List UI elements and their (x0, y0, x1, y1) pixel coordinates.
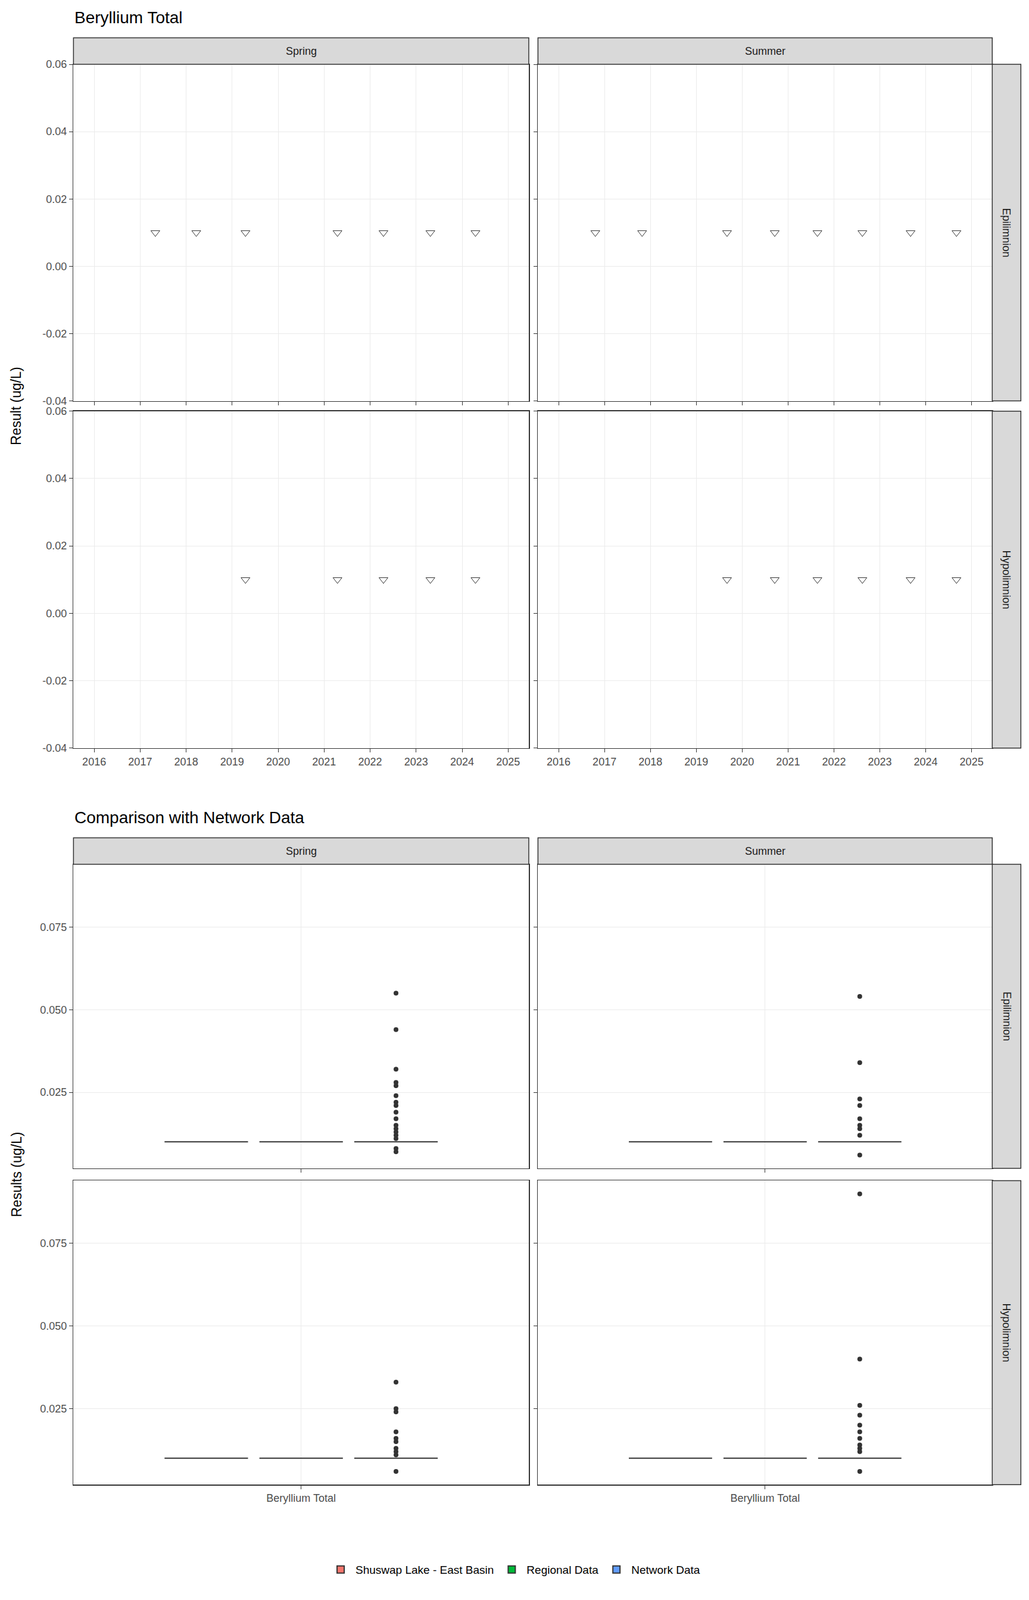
svg-text:Results (ug/L): Results (ug/L) (8, 1132, 25, 1218)
svg-text:0.050: 0.050 (39, 1320, 67, 1333)
svg-text:2021: 2021 (312, 756, 336, 769)
svg-text:0.050: 0.050 (39, 1004, 67, 1017)
svg-text:0.06: 0.06 (45, 58, 67, 71)
svg-text:2019: 2019 (220, 756, 245, 769)
svg-text:2018: 2018 (174, 756, 199, 769)
svg-text:Regional Data: Regional Data (526, 1564, 599, 1577)
svg-text:0.02: 0.02 (45, 193, 67, 206)
svg-text:Beryllium Total: Beryllium Total (730, 1492, 800, 1505)
svg-text:Spring: Spring (285, 845, 317, 858)
svg-text:2025: 2025 (959, 756, 984, 769)
svg-text:Beryllium Total: Beryllium Total (266, 1492, 336, 1505)
svg-text:-0.02: -0.02 (42, 328, 67, 341)
svg-text:Beryllium Total: Beryllium Total (74, 8, 183, 27)
svg-text:2017: 2017 (592, 756, 617, 769)
svg-text:2018: 2018 (638, 756, 663, 769)
svg-text:2021: 2021 (775, 756, 800, 769)
svg-text:2020: 2020 (730, 756, 754, 769)
svg-text:Result (ug/L): Result (ug/L) (8, 366, 24, 446)
svg-text:0.075: 0.075 (39, 921, 67, 934)
svg-text:2020: 2020 (266, 756, 291, 769)
svg-text:Hypolimnion: Hypolimnion (1000, 1304, 1013, 1364)
svg-text:Shuswap Lake - East Basin: Shuswap Lake - East Basin (355, 1564, 494, 1577)
svg-text:Network Data: Network Data (631, 1564, 701, 1577)
svg-text:0.00: 0.00 (45, 260, 67, 273)
svg-text:0.02: 0.02 (45, 540, 67, 553)
svg-text:0.00: 0.00 (45, 607, 67, 620)
svg-text:-0.02: -0.02 (42, 675, 67, 688)
svg-text:2023: 2023 (404, 756, 429, 769)
svg-text:Hypolimnion: Hypolimnion (1000, 550, 1013, 610)
svg-text:Epilimnion: Epilimnion (1000, 208, 1013, 258)
svg-text:2016: 2016 (546, 756, 571, 769)
svg-text:Summer: Summer (744, 45, 786, 58)
svg-text:2025: 2025 (496, 756, 520, 769)
svg-text:2022: 2022 (358, 756, 383, 769)
svg-text:Epilimnion: Epilimnion (1001, 992, 1013, 1042)
svg-text:2024: 2024 (450, 756, 475, 769)
svg-text:0.025: 0.025 (39, 1086, 67, 1099)
svg-text:0.025: 0.025 (39, 1403, 67, 1416)
svg-text:0.04: 0.04 (45, 472, 67, 485)
svg-text:0.04: 0.04 (45, 125, 67, 138)
svg-text:2017: 2017 (128, 756, 152, 769)
svg-text:2016: 2016 (82, 756, 106, 769)
svg-text:2022: 2022 (821, 756, 846, 769)
svg-text:2023: 2023 (867, 756, 892, 769)
svg-text:-0.04: -0.04 (42, 742, 67, 755)
svg-text:0.075: 0.075 (39, 1238, 67, 1250)
svg-text:Summer: Summer (744, 845, 786, 858)
svg-text:Spring: Spring (285, 45, 317, 58)
svg-text:2019: 2019 (684, 756, 709, 769)
svg-text:-0.04: -0.04 (42, 395, 67, 408)
svg-text:2024: 2024 (914, 756, 938, 769)
svg-text:Comparison with Network Data: Comparison with Network Data (74, 808, 305, 828)
svg-text:0.06: 0.06 (45, 405, 67, 418)
